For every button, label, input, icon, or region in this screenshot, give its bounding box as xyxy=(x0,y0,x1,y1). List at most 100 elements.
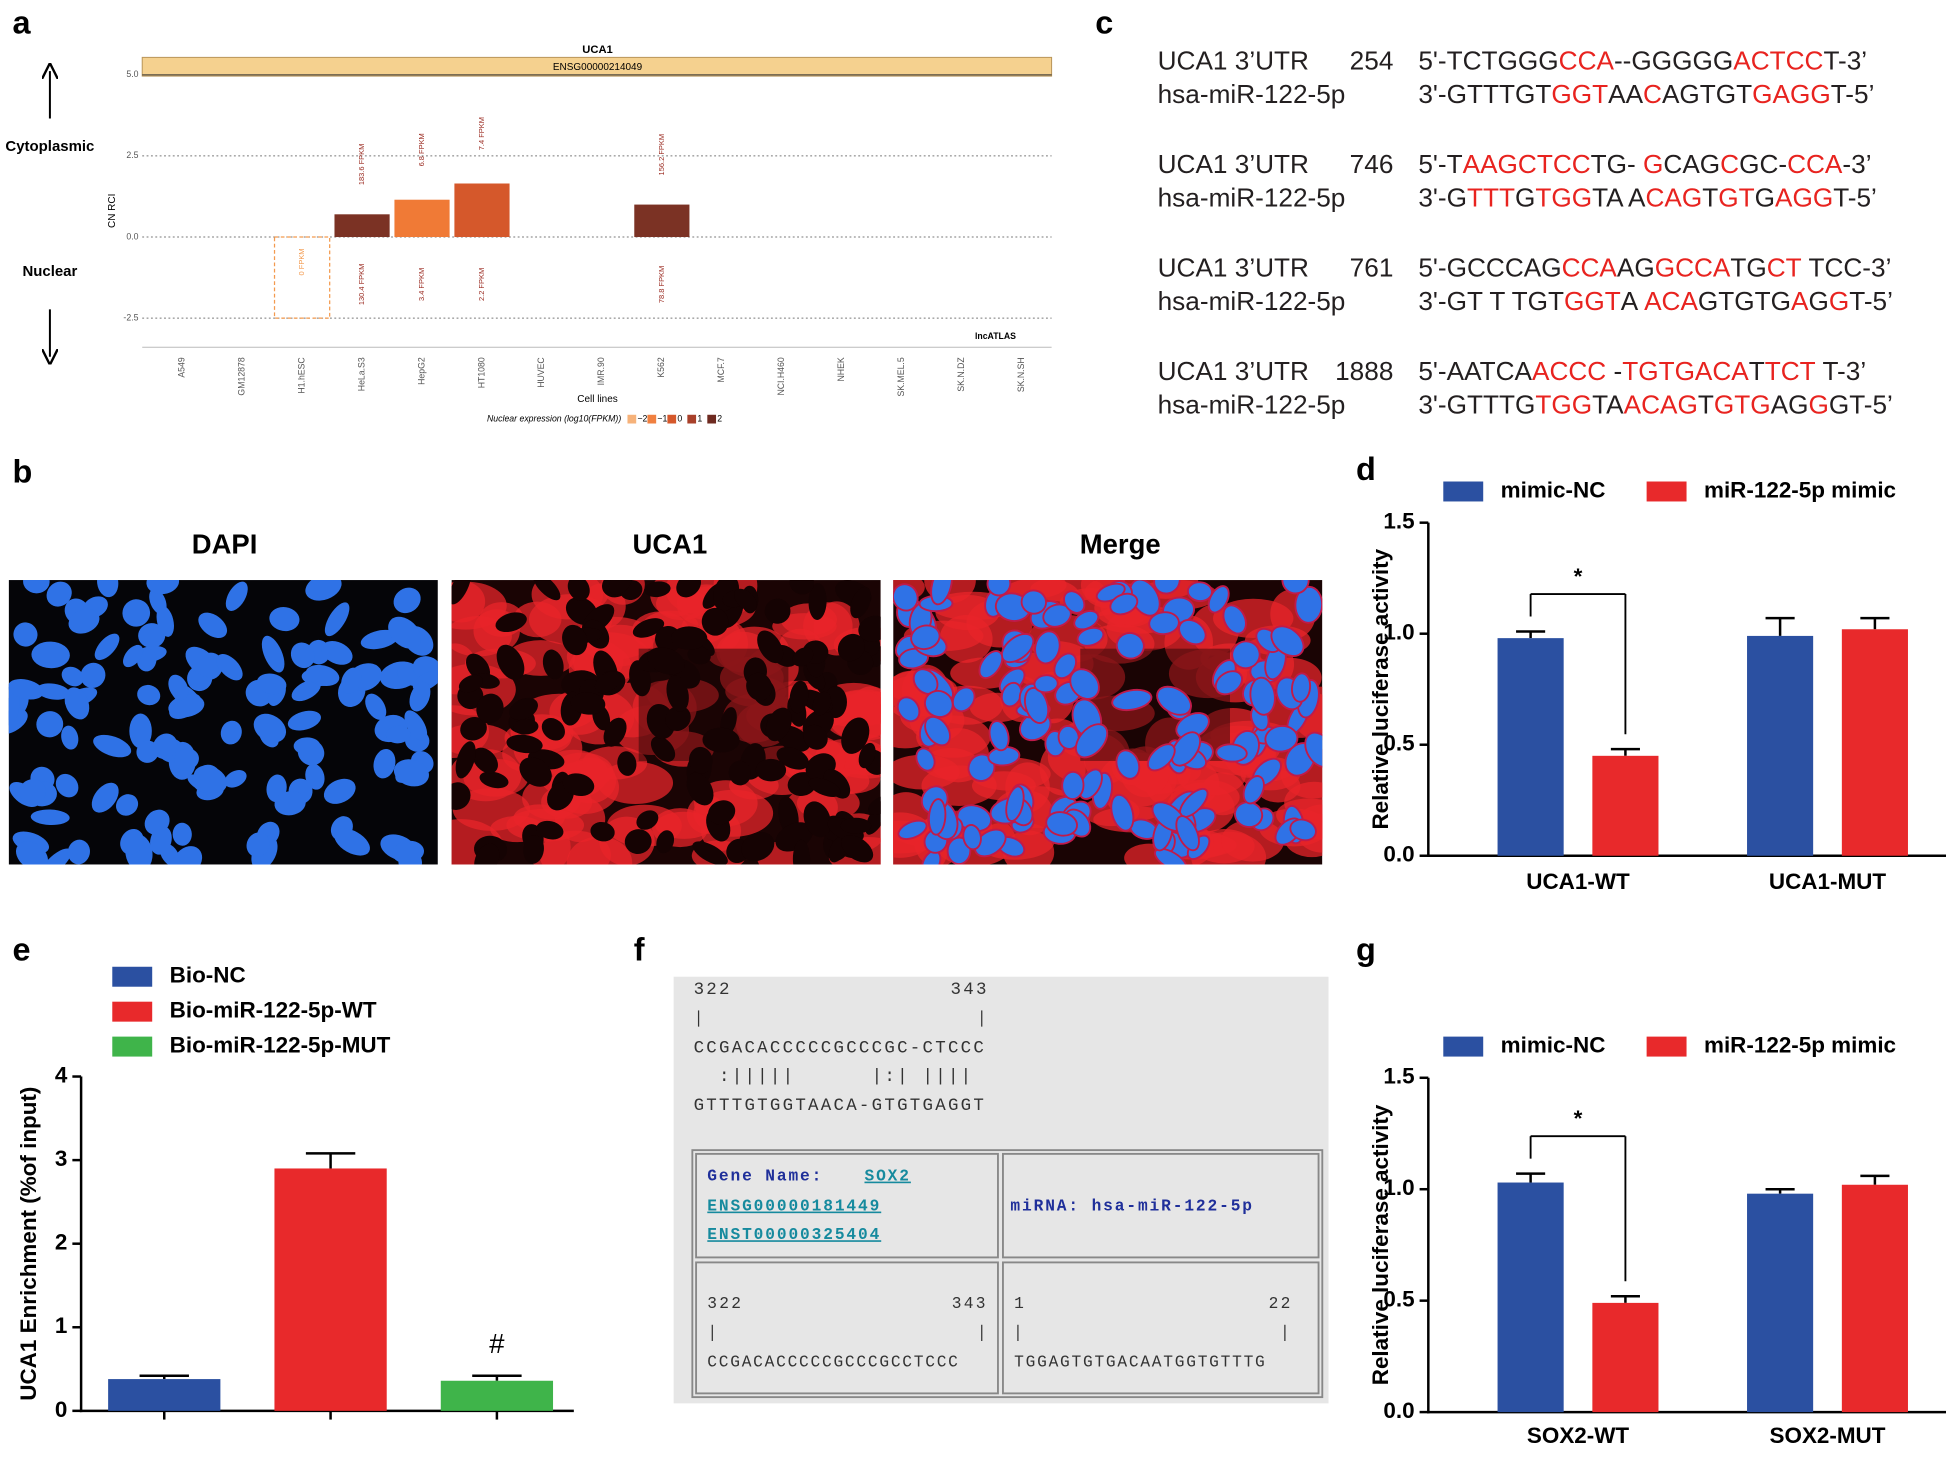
nucleus xyxy=(253,713,287,743)
nucleus xyxy=(1153,847,1188,865)
nucleus xyxy=(185,646,219,678)
sequence-segment: G xyxy=(1809,286,1829,316)
sequence-segment: TA A xyxy=(1592,183,1646,213)
sequence-segment: TA xyxy=(1592,390,1624,420)
nucleus xyxy=(647,647,686,675)
panel-label: g xyxy=(1356,931,1376,967)
nucleus xyxy=(172,846,203,865)
nucleus xyxy=(1069,668,1100,700)
nucleus xyxy=(324,602,350,637)
mirna-seq: GTTTGTGGTAACA-GTGTGAGGT xyxy=(694,1096,987,1116)
nucleus xyxy=(858,742,876,769)
bar xyxy=(1592,1302,1659,1413)
nucleus xyxy=(924,715,951,747)
nucleus xyxy=(1110,793,1135,832)
nucleus xyxy=(198,612,228,639)
nucleus xyxy=(509,697,538,721)
target-seq: CCGACACCCCCGCCCGC-CTCCC xyxy=(694,1038,987,1058)
sequence-segment: G xyxy=(1808,390,1828,420)
nucleus xyxy=(562,624,588,656)
legend-swatch xyxy=(112,1036,153,1057)
nucleus xyxy=(68,608,100,634)
nucleus xyxy=(808,777,841,797)
x-tick-label: UCA1-MUT xyxy=(1769,869,1886,894)
nucleus xyxy=(305,580,342,601)
sequence-segment: 5'-AATCA xyxy=(1418,356,1532,386)
y-tick-label: 1.5 xyxy=(1383,1064,1414,1089)
nucleus xyxy=(789,680,809,714)
micrograph xyxy=(893,580,1323,865)
nucleus xyxy=(666,675,689,712)
nucleus xyxy=(523,835,544,864)
nucleus xyxy=(676,580,702,598)
nucleus xyxy=(765,707,792,742)
sequence-segment: T xyxy=(1702,183,1718,213)
nucleus xyxy=(174,748,199,771)
nucleus xyxy=(865,799,881,835)
nucleus xyxy=(341,667,362,694)
nucleus xyxy=(702,727,740,753)
y-tick-label: -2.5 xyxy=(123,312,138,322)
utr-label: UCA1 3’UTR xyxy=(1158,252,1309,282)
nucleus xyxy=(404,710,428,741)
nucleus xyxy=(146,580,180,595)
nucleus xyxy=(1045,811,1078,837)
nucleus xyxy=(138,623,166,648)
nucleus xyxy=(36,683,70,700)
sequence-segment: GC- xyxy=(1739,149,1787,179)
bar xyxy=(454,183,510,238)
alignment-box xyxy=(673,976,1329,1404)
sequence-segment: CCA xyxy=(1559,45,1615,75)
alignment-ticks xyxy=(697,1010,1286,1341)
nucleus xyxy=(373,748,396,779)
bar xyxy=(1841,629,1908,856)
y-tick-label: 4 xyxy=(55,1062,68,1087)
sequence-line: 3'-GTTTGTGGTA ACAGTGTGAGGT-5’ xyxy=(1418,183,1877,213)
utr-label: UCA1 3’UTR xyxy=(1158,45,1309,75)
nucleus xyxy=(1207,585,1230,614)
x-tick-label: A549 xyxy=(176,357,186,378)
sequence-line: 3'-GTTTGTGGTAACAGTGTGAGGT-5’ xyxy=(1418,79,1874,109)
y-tick-label: 0.0 xyxy=(1383,1398,1414,1423)
nucleus xyxy=(64,687,90,720)
y-tick-label: 1 xyxy=(55,1313,67,1338)
nuc-label: 130.4 FPKM xyxy=(357,264,366,306)
y-tick-label: 3 xyxy=(55,1146,67,1171)
nucleus xyxy=(224,770,247,788)
sequence-segment: 3'-GT T TGT xyxy=(1418,286,1564,316)
sequence-segment: TCT xyxy=(1765,356,1816,386)
significance: * xyxy=(1574,1106,1583,1131)
nucleus xyxy=(650,736,676,762)
sequence-segment: TGG xyxy=(1535,183,1592,213)
nucleus xyxy=(728,760,751,786)
nucleus xyxy=(665,705,691,731)
sequence-segment: AG xyxy=(1771,390,1809,420)
utr-label: UCA1 3’UTR xyxy=(1158,149,1309,179)
nucleus xyxy=(1111,688,1153,712)
cyto-label: 6.8 FPKM xyxy=(417,133,426,166)
nucleus xyxy=(168,694,205,718)
legend-label: Bio-miR-122-5p-WT xyxy=(170,998,377,1023)
position: 22 xyxy=(1269,1295,1293,1313)
nucleus xyxy=(1281,580,1310,595)
nucleus xyxy=(803,724,828,750)
nucleus xyxy=(93,734,132,758)
nucleus xyxy=(692,841,728,865)
cyto-label: 7.4 FPKM xyxy=(477,117,486,150)
bar xyxy=(334,214,390,238)
nucleus xyxy=(150,826,172,855)
position: 343 xyxy=(951,980,989,1000)
nucleus xyxy=(533,580,561,601)
gene-link: SOX2 xyxy=(864,1168,910,1186)
table-cell xyxy=(1002,1152,1320,1259)
significance: * xyxy=(1574,564,1583,589)
nucleus xyxy=(1115,632,1145,660)
nucleus xyxy=(1146,743,1176,772)
nucleus xyxy=(472,747,498,774)
nucleus xyxy=(1249,676,1276,716)
nucleus xyxy=(978,650,1004,680)
x-tick-label: HUVEC xyxy=(536,357,546,388)
nucleus xyxy=(291,679,321,702)
nucleus xyxy=(850,586,872,619)
